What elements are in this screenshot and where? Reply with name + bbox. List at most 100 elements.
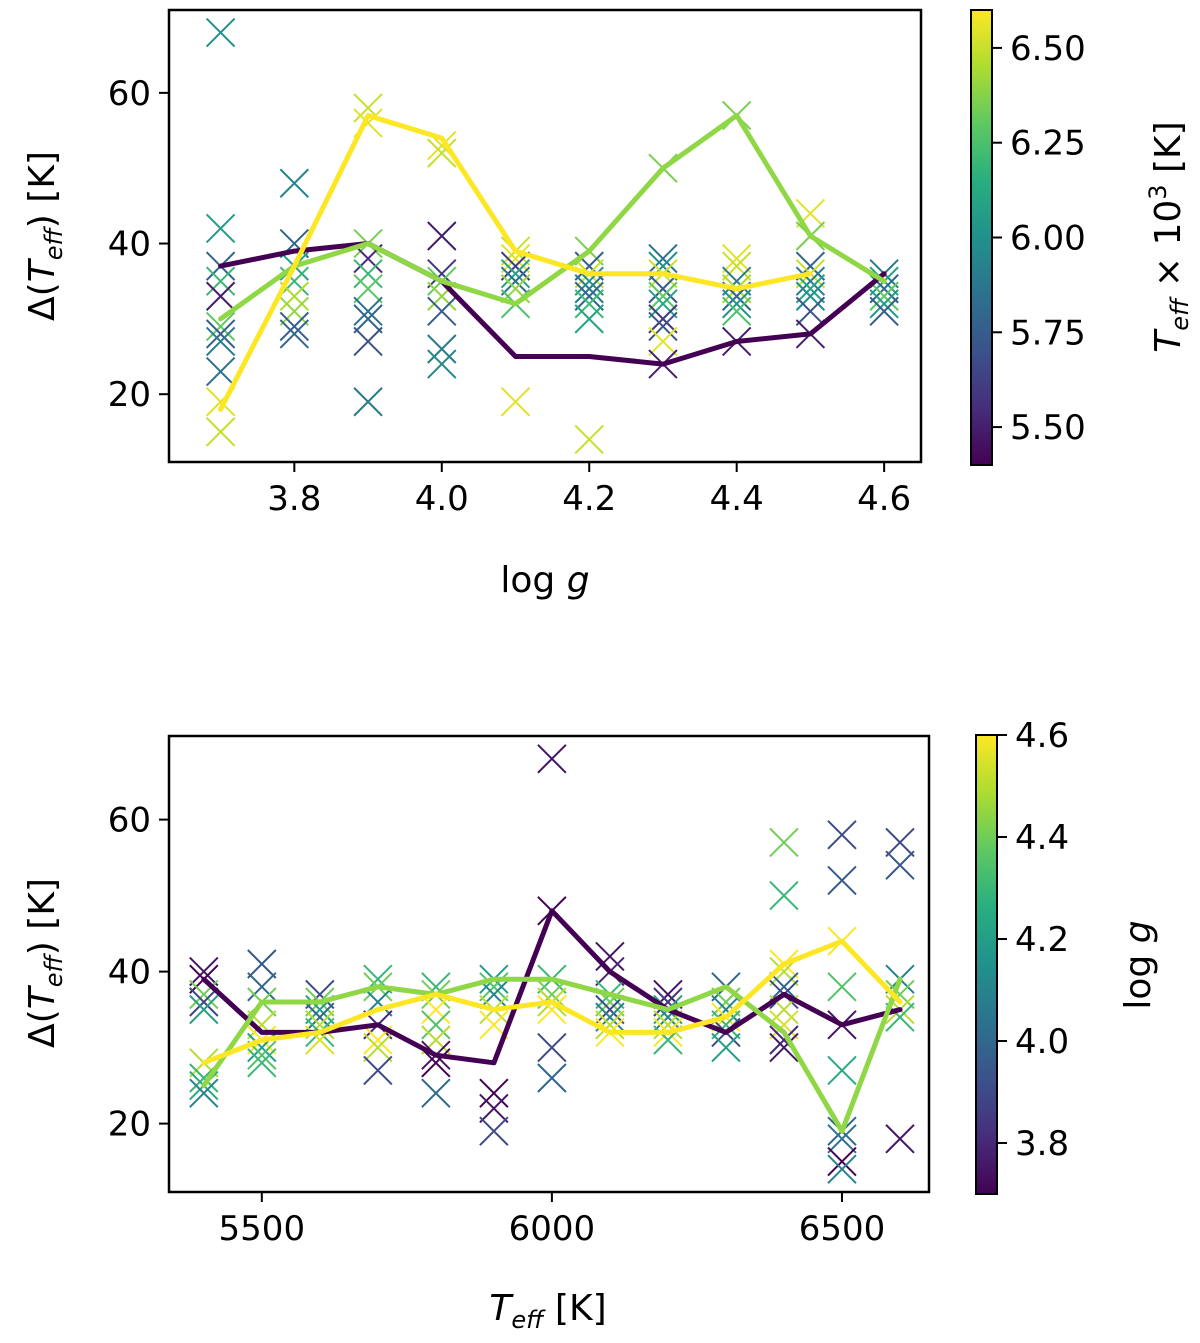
bottom-point [421, 994, 451, 1025]
bottom-series-line-2 [201, 976, 903, 1134]
top-point [500, 266, 531, 296]
bottom-point [189, 987, 219, 1017]
top-point [648, 281, 678, 311]
top-point-cross [279, 168, 310, 198]
bottom-point [827, 1124, 857, 1154]
bottom-point-cross [827, 865, 857, 896]
bottom-point [421, 1010, 451, 1040]
bottom-point-cross [827, 820, 857, 850]
bottom-colorbar-tick-label: 4.0 [1015, 1022, 1069, 1062]
top-point-cross [795, 281, 826, 311]
top-point [721, 266, 752, 296]
bottom-point [885, 1124, 915, 1154]
bottom-colorbar-tick-label: 4.2 [1015, 920, 1069, 960]
bottom-point-cross [421, 1048, 451, 1078]
bottom-colorbar-ticks-layer: 3.8 4.0 4.2 4.4 4.6 [997, 716, 1069, 1164]
bottom-point [247, 972, 277, 1002]
top-point [427, 349, 457, 379]
top-point-cross [205, 266, 236, 296]
top-point-cross [427, 138, 457, 168]
bottom-point-cross [885, 850, 915, 880]
top-point [279, 168, 310, 198]
top-point-cross [205, 213, 236, 244]
top-point-cross [721, 243, 752, 274]
top-point-cross [427, 349, 457, 379]
bottom-point-cross [247, 949, 277, 979]
top-point [205, 266, 236, 296]
top-point [721, 296, 752, 327]
bottom-point-cross [421, 1078, 451, 1108]
top-point [648, 326, 678, 357]
top-point [279, 319, 310, 349]
top-colorbar-tick-label: 6.50 [1010, 29, 1086, 69]
bottom-point-cross [711, 1010, 741, 1040]
bottom-point-cross [363, 1055, 393, 1086]
top-colorbar-tick-label: 5.50 [1010, 408, 1086, 448]
bottom-point [711, 1032, 741, 1063]
top-point [795, 281, 826, 311]
top-point [721, 289, 752, 319]
top-y-axis-label: Δ(Teff) [K] [22, 151, 68, 321]
bottom-point-cross [189, 956, 219, 987]
bottom-point [537, 744, 567, 774]
top-point-cross [795, 266, 826, 296]
top-point [574, 424, 604, 455]
top-point [205, 417, 236, 447]
bottom-point [189, 956, 219, 987]
top-point [500, 258, 531, 289]
bottom-point [537, 994, 567, 1025]
bottom-point-cross [479, 979, 509, 1010]
top-point-cross [574, 274, 604, 304]
bottom-plot-frame [167, 734, 931, 1194]
top-point-cross [279, 296, 310, 327]
bottom-point [769, 880, 799, 911]
top-point [427, 221, 457, 251]
bottom-ytick-label: 40 [108, 953, 151, 993]
top-point-cross [648, 274, 678, 304]
top-point-cross [500, 387, 531, 417]
top-point-cross [205, 311, 236, 342]
bottom-point-cross [421, 1010, 451, 1040]
bottom-point-cross [537, 1032, 567, 1063]
bottom-point-cross [827, 972, 857, 1002]
top-point-cross [574, 304, 604, 334]
top-point [353, 274, 383, 304]
top-point [648, 274, 678, 304]
top-point [721, 251, 752, 281]
bottom-point-cross [247, 972, 277, 1002]
bottom-point-cross [189, 994, 219, 1025]
bottom-point [595, 941, 625, 972]
bottom-point [421, 1048, 451, 1078]
bottom-point-cross [189, 987, 219, 1017]
top-point-cross [205, 326, 236, 357]
bottom-point [769, 1010, 799, 1040]
top-colorbar-tick-label: 6.00 [1010, 219, 1086, 259]
top-point-cross [500, 266, 531, 296]
top-point [353, 387, 383, 417]
bottom-point [479, 1078, 509, 1108]
bottom-colorbar-tick-label: 4.6 [1015, 716, 1069, 756]
top-point-cross [427, 334, 457, 364]
top-point [795, 296, 826, 327]
bottom-point [479, 1116, 509, 1146]
top-panel: 3.8 4.0 4.2 4.4 4.6 20 40 60 log g Δ(Teff) [K]… [22, 8, 1194, 601]
top-point [427, 334, 457, 364]
bottom-lines-layer [201, 908, 903, 1134]
top-point [869, 281, 899, 311]
bottom-point [479, 1093, 509, 1124]
top-xtick-label: 4.4 [710, 479, 764, 519]
bottom-point-cross [885, 1124, 915, 1154]
bottom-point-cross [827, 1055, 857, 1086]
top-point-cross [279, 311, 310, 342]
top-xtick-label: 4.0 [415, 479, 469, 519]
top-point-cross [205, 319, 236, 349]
top-point-cross [574, 281, 604, 311]
top-point [353, 304, 383, 334]
bottom-colorbar-label: log g [1118, 920, 1159, 1009]
bottom-point [189, 994, 219, 1025]
bottom-point [479, 979, 509, 1010]
bottom-point-cross [479, 1093, 509, 1124]
top-point [574, 304, 604, 334]
top-xticks-layer: 3.8 4.0 4.2 4.4 4.6 [267, 462, 911, 519]
bottom-point [827, 972, 857, 1002]
